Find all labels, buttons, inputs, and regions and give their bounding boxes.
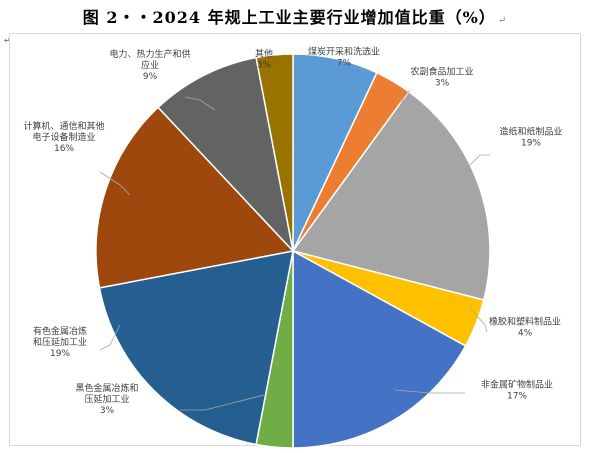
chart-title-text: 图 2‧‧2024 年规上工业主要行业增加值比重（%） (82, 8, 496, 27)
slice-category-label: 橡胶和塑料制品业 (489, 316, 561, 328)
slice-category-label: 电子设备制造业 (32, 131, 95, 143)
slice-label-8: 计算机、通信和其他电子设备制造业 16% (23, 120, 104, 154)
pie-slice-5 (292, 249, 467, 449)
leader-lines (99, 89, 490, 411)
slice-category-label: 黑色金属冶炼和 (75, 382, 138, 394)
slice-label-2: 农副食品加工业 3% (410, 66, 473, 89)
slice-value-label: 3% (435, 79, 450, 89)
slice-category-label: 其他 (255, 48, 273, 60)
pie-slices (95, 53, 491, 449)
leader-line-7 (99, 324, 121, 351)
slice-label-5: 非金属矿物制品业 17% (481, 379, 553, 402)
chart-title: 图 2‧‧2024 年规上工业主要行业增加值比重（%） ↵ (0, 4, 590, 28)
slice-value-label: 9% (143, 72, 158, 82)
leader-line-6 (180, 394, 265, 411)
slice-category-label: 压延加工业 (84, 393, 129, 405)
pie-slice-3 (291, 90, 491, 301)
slice-label-6: 黑色金属冶炼和压延加工业 3% (75, 382, 138, 416)
pie-slice-7 (98, 250, 294, 446)
paragraph-mark: ↵ (497, 15, 508, 26)
slice-value-label: 19% (521, 139, 541, 149)
slice-category-label: 非金属矿物制品业 (481, 379, 553, 391)
slice-value-label: 7% (337, 59, 352, 69)
slice-category-label: 和压延加工业 (33, 336, 87, 348)
slice-label-7: 有色金属冶炼和压延加工业 19% (33, 325, 87, 359)
leader-line-2 (398, 89, 411, 109)
leader-line-5 (394, 389, 465, 394)
slice-label-10: 其他 3% (255, 48, 273, 71)
slice-label-4: 橡胶和塑料制品业 4% (489, 316, 561, 339)
leader-line-8 (99, 171, 131, 196)
slice-category-label: 煤炭开采和洗选业 (308, 46, 380, 58)
leader-line-3 (466, 154, 490, 169)
slice-value-label: 3% (257, 61, 272, 71)
slice-value-label: 17% (507, 392, 527, 402)
slice-category-label: 电力、热力生产和供 (109, 48, 190, 60)
data-labels: 煤炭开采和洗选业 7%农副食品加工业 3%造纸和纸制品业 19%橡胶和塑料制品业 4%非… (23, 46, 562, 417)
slice-category-label: 农副食品加工业 (410, 66, 473, 78)
slice-label-3: 造纸和纸制品业 19% (499, 126, 562, 149)
slice-label-1: 煤炭开采和洗选业 7% (308, 46, 380, 69)
corner-mark: ↵ (4, 36, 11, 45)
slice-value-label: 19% (50, 349, 70, 359)
slice-category-label: 造纸和纸制品业 (499, 126, 562, 138)
slice-label-9: 电力、热力生产和供应业 9% (109, 48, 190, 82)
slice-category-label: 计算机、通信和其他 (23, 120, 104, 132)
leader-line-9 (184, 96, 216, 111)
pie-slice-9 (157, 56, 295, 254)
slice-category-label: 有色金属冶炼 (33, 325, 87, 337)
slice-value-label: 16% (54, 144, 74, 154)
leader-line-4 (469, 307, 488, 333)
slice-value-label: 4% (518, 329, 533, 339)
slice-value-label: 3% (100, 406, 115, 416)
slice-category-label: 应业 (141, 59, 159, 71)
pie-slice-10 (255, 53, 294, 252)
pie-slice-8 (95, 106, 295, 289)
